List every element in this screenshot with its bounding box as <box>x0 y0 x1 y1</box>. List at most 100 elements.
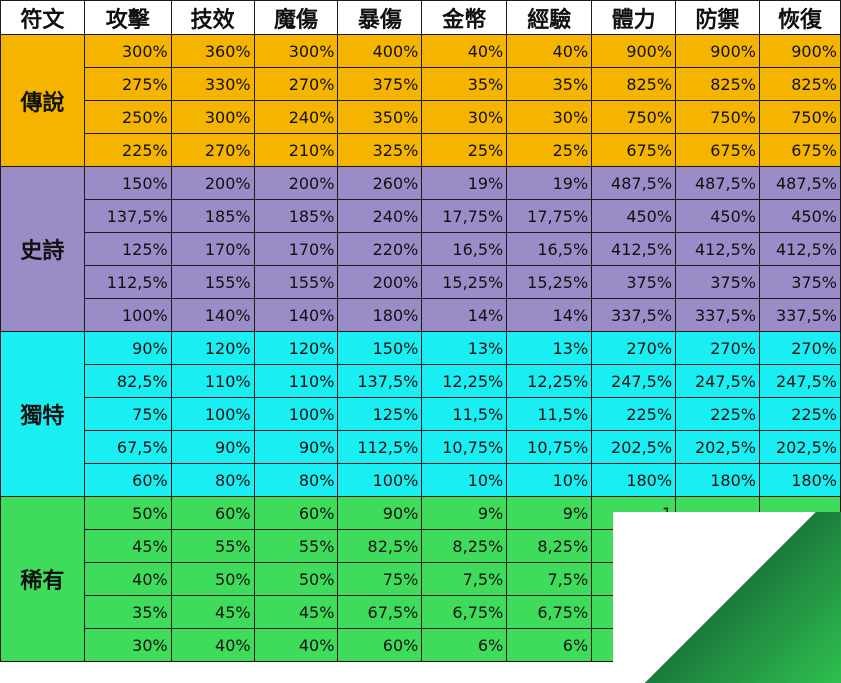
table-cell: 6,75% <box>421 595 508 629</box>
table-cell: 25% <box>506 133 593 167</box>
tier-label: 獨特 <box>0 331 85 497</box>
table-cell: 90% <box>253 430 339 464</box>
table-cell: 90% <box>83 331 172 365</box>
table-cell: 375% <box>337 67 423 101</box>
column-header: 金幣 <box>421 0 508 35</box>
table-cell: 40% <box>253 628 339 662</box>
table-row: 30% 40% 40% 60% 6% 6% <box>1 628 841 662</box>
table-cell: 16,5% <box>506 232 593 266</box>
table-cell <box>591 628 677 662</box>
table-row: 75% 100% 100% 125% 11,5% 11,5% 225% 225% 225% <box>1 397 841 431</box>
table-cell: 12,25% <box>506 364 593 398</box>
table-row: 250% 300% 240% 350% 30% 30% 750% 750% 750% <box>1 100 841 134</box>
table-cell: 225% <box>758 397 841 431</box>
table-cell: 1 <box>591 595 677 629</box>
table-cell: 202,5% <box>675 430 760 464</box>
table-cell: 60% <box>253 496 339 530</box>
table-cell: 675% <box>758 133 841 167</box>
table-cell: 450% <box>675 199 760 233</box>
table-cell: 140% <box>170 298 255 332</box>
table-row: 史詩 150% 200% 200% 260% 19% 19% 487,5% 487,5% 487,… <box>0 166 841 332</box>
table-cell: 200% <box>337 265 423 299</box>
table-cell: 185% <box>253 199 339 233</box>
table-cell <box>758 496 841 530</box>
table-cell: 100% <box>83 298 172 332</box>
table-cell <box>758 562 841 596</box>
table-cell: 15,25% <box>421 265 508 299</box>
table-cell: 100% <box>170 397 255 431</box>
table-cell: 10% <box>506 463 593 497</box>
table-cell: 180% <box>591 463 677 497</box>
table-cell: 1 <box>591 496 677 530</box>
table-cell: 375% <box>758 265 841 299</box>
table-cell: 337,5% <box>591 298 677 332</box>
table-cell: 19% <box>506 166 593 200</box>
table-cell: 13% <box>506 331 593 365</box>
table-cell: 247,5% <box>758 364 841 398</box>
table-cell: 12,25% <box>421 364 508 398</box>
table-cell: 19% <box>421 166 508 200</box>
table-cell: 60% <box>337 628 423 662</box>
table-cell: 900% <box>591 34 677 68</box>
table-cell: 30% <box>421 100 508 134</box>
table-cell: 450% <box>591 199 677 233</box>
table-cell: 300% <box>83 34 172 68</box>
table-cell: 112,5% <box>337 430 423 464</box>
table-cell: 55% <box>170 529 255 563</box>
table-cell: 100% <box>253 397 339 431</box>
table-cell <box>675 595 760 629</box>
table-row: 稀有 50% 60% 60% 90% 9% 9% 1 <box>0 496 841 662</box>
table-cell: 45% <box>170 595 255 629</box>
table-cell: 35% <box>421 67 508 101</box>
column-header: 防禦 <box>675 0 760 35</box>
column-header: 暴傷 <box>337 0 423 35</box>
table-cell: 75% <box>337 562 423 596</box>
table-cell: 80% <box>170 463 255 497</box>
table-cell: 400% <box>337 34 423 68</box>
table-row: 225% 270% 210% 325% 25% 25% 675% 675% 675% <box>1 133 841 167</box>
table-cell: 900% <box>675 34 760 68</box>
table-cell: 82,5% <box>337 529 423 563</box>
table-cell: 150% <box>337 331 423 365</box>
table-cell: 270% <box>758 331 841 365</box>
table-cell: 90% <box>337 496 423 530</box>
table-cell: 325% <box>337 133 423 167</box>
table-cell: 120% <box>170 331 255 365</box>
table-cell: 137,5% <box>337 364 423 398</box>
table-cell <box>675 529 760 563</box>
table-cell: 225% <box>675 397 760 431</box>
table-row: 100% 140% 140% 180% 14% 14% 337,5% 337,5% 337,5% <box>1 298 841 332</box>
table-cell: 50% <box>83 496 172 530</box>
table-cell: 170% <box>170 232 255 266</box>
table-cell: 7,5% <box>506 562 593 596</box>
table-cell: 220% <box>337 232 423 266</box>
table-cell: 202,5% <box>591 430 677 464</box>
table-cell: 30% <box>83 628 172 662</box>
table-cell: 6% <box>506 628 593 662</box>
table-cell: 150% <box>83 166 172 200</box>
table-row: 35% 45% 45% 67,5% 6,75% 6,75% 1 <box>1 595 841 629</box>
table-cell: 240% <box>337 199 423 233</box>
table-cell <box>675 562 760 596</box>
table-cell: 35% <box>506 67 593 101</box>
table-cell: 225% <box>591 397 677 431</box>
table-body: 傳說 300% 360% 300% 400% 40% 40% 900% 900% 900% 275%… <box>0 34 841 662</box>
table-cell: 13% <box>421 331 508 365</box>
tier-label: 稀有 <box>0 496 85 662</box>
table-row: 67,5% 90% 90% 112,5% 10,75% 10,75% 202,5% 202,5… <box>1 430 841 464</box>
table-cell: 40% <box>421 34 508 68</box>
table-cell: 110% <box>253 364 339 398</box>
table-cell: 125% <box>337 397 423 431</box>
table-cell: 17,75% <box>421 199 508 233</box>
table-cell: 200% <box>170 166 255 200</box>
table-cell: 270% <box>591 331 677 365</box>
table-cell: 1 <box>591 529 677 563</box>
table-cell: 180% <box>675 463 760 497</box>
table-cell: 11,5% <box>421 397 508 431</box>
table-cell: 360% <box>170 34 255 68</box>
table-cell: 11,5% <box>506 397 593 431</box>
table-cell <box>758 595 841 629</box>
table-cell <box>758 628 841 662</box>
table-cell: 412,5% <box>591 232 677 266</box>
table-cell: 675% <box>675 133 760 167</box>
